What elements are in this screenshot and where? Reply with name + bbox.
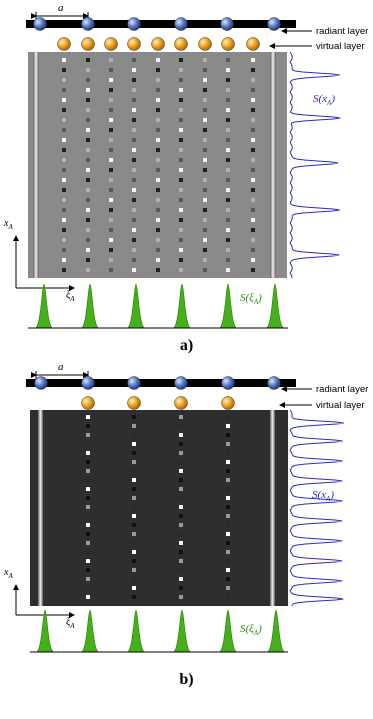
virtual-source-sphere <box>246 37 260 51</box>
emitter-sphere <box>81 17 95 31</box>
emitter-sphere <box>220 17 234 31</box>
peak-profile-xi <box>35 609 286 653</box>
intensity-peak <box>80 283 100 329</box>
intensity-peak <box>35 609 55 653</box>
virtual-source-sphere <box>127 396 141 410</box>
radiant-layer-bar <box>26 20 296 28</box>
intensity-peak <box>218 283 238 329</box>
emitter-sphere <box>34 376 48 390</box>
virtual-source-sphere <box>81 396 95 410</box>
legend-radiant-label: radiant layer <box>316 26 368 37</box>
intensity-peak <box>265 283 285 329</box>
intensity-peak <box>34 283 54 329</box>
panel-b-diagram: a radiant layer virtual layer xA ξA S(xA… <box>3 361 368 653</box>
caption-b: b) <box>179 671 194 688</box>
intensity-peak <box>172 283 192 329</box>
emitter-row <box>34 376 281 390</box>
virtual-source-sphere <box>221 396 235 410</box>
virtual-source-sphere <box>104 37 118 51</box>
field-image <box>30 410 288 606</box>
emitter-sphere <box>127 376 141 390</box>
virtual-source-sphere <box>57 37 71 51</box>
emitter-sphere <box>174 17 188 31</box>
virtual-source-sphere <box>81 37 95 51</box>
emitter-sphere <box>174 376 188 390</box>
virtual-source-row <box>57 37 260 51</box>
spacing-label: a <box>58 2 64 14</box>
profile-curve-x <box>289 409 344 607</box>
figure-panel-b: a radiant layer virtual layer xA ξA S(xA… <box>0 357 373 714</box>
legend-virtual-label: virtual layer <box>316 41 365 52</box>
profile-label-x: S(xA) <box>312 489 334 503</box>
virtual-source-sphere <box>198 37 212 51</box>
figure-panel-a: a radiant layer virtual layer xA ξA <box>0 0 373 357</box>
intensity-peak <box>126 283 146 329</box>
intensity-peak <box>266 609 286 653</box>
field-image <box>28 52 287 278</box>
legend-virtual-label: virtual layer <box>316 400 365 411</box>
x-axis-symbol: xA <box>3 567 13 580</box>
caption-a: a) <box>179 337 194 354</box>
virtual-source-sphere <box>151 37 165 51</box>
virtual-source-sphere <box>174 396 188 410</box>
emitter-sphere <box>33 17 47 31</box>
x-axis-symbol: xA <box>3 218 13 231</box>
profile-curve-x <box>289 51 341 279</box>
xi-axis-symbol: ξA <box>66 290 75 303</box>
emitter-sphere <box>81 376 95 390</box>
profile-label-xi: S(ξA) <box>240 292 262 306</box>
radiant-layer-bar <box>26 379 296 387</box>
xi-axis-symbol: ξA <box>66 617 75 630</box>
panel-a-diagram: a radiant layer virtual layer xA ξA <box>3 2 368 329</box>
virtual-source-row <box>81 396 235 410</box>
legend-radiant-label: radiant layer <box>316 384 368 395</box>
legend: radiant layer virtual layer <box>269 26 368 52</box>
intensity-peak <box>80 609 100 653</box>
virtual-source-sphere <box>127 37 141 51</box>
emitter-sphere <box>221 376 235 390</box>
emitter-sphere <box>267 376 281 390</box>
emitter-row <box>33 17 281 31</box>
intensity-peak <box>126 609 146 653</box>
peak-profile-xi <box>34 283 285 329</box>
virtual-source-sphere <box>174 37 188 51</box>
emitter-sphere <box>127 17 141 31</box>
virtual-source-sphere <box>221 37 235 51</box>
intensity-peak <box>172 609 192 653</box>
profile-label-x: S(xA) <box>313 93 335 107</box>
spacing-label: a <box>58 361 64 373</box>
profile-label-xi: S(ξA) <box>240 623 262 637</box>
intensity-peak <box>218 609 238 653</box>
emitter-sphere <box>267 17 281 31</box>
legend: radiant layer virtual layer <box>279 384 368 411</box>
